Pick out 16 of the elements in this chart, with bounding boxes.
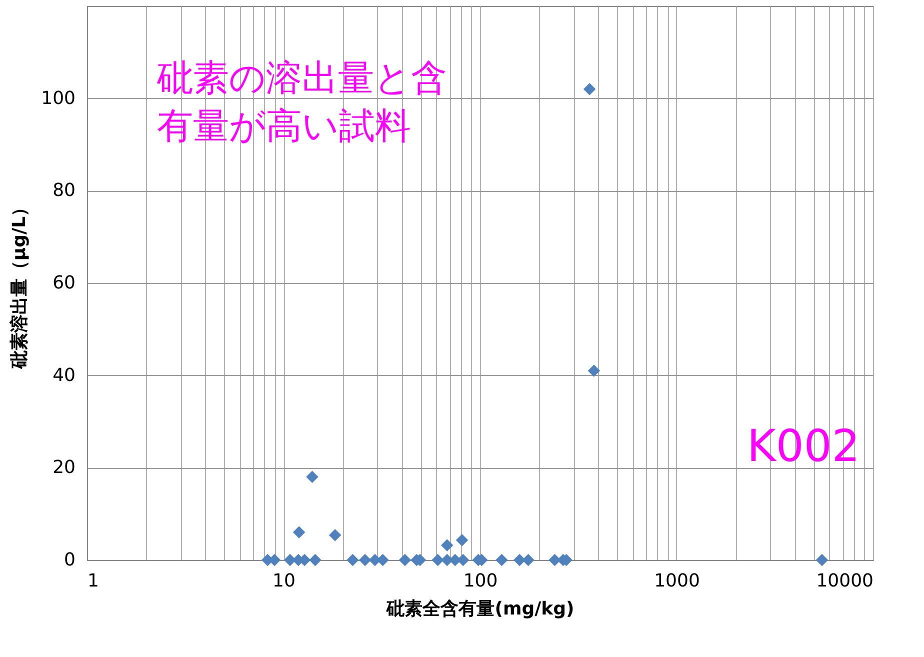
- y-tick-label: 0: [64, 550, 76, 570]
- x-axis-title: 砒素全含有量(mg/kg): [386, 598, 574, 620]
- y-axis-title: 砒素溶出量（μg/L）: [9, 198, 30, 370]
- y-tick-label: 40: [52, 364, 76, 386]
- y-tick-label: 20: [52, 457, 76, 478]
- x-tick-label: 100: [463, 570, 498, 592]
- annotation: 有量が高い試料: [157, 106, 411, 147]
- annotation: 砒素の溶出量と含: [156, 58, 447, 99]
- x-tick-label: 10: [272, 570, 296, 592]
- y-tick-label: 100: [41, 88, 76, 109]
- x-tick-label: 1: [88, 570, 99, 592]
- y-tick-label: 80: [52, 180, 76, 202]
- annotation: K002: [747, 421, 860, 472]
- y-tick-label: 60: [52, 272, 76, 294]
- x-tick-label: 1000: [654, 570, 700, 592]
- x-tick-label: 10000: [816, 570, 874, 592]
